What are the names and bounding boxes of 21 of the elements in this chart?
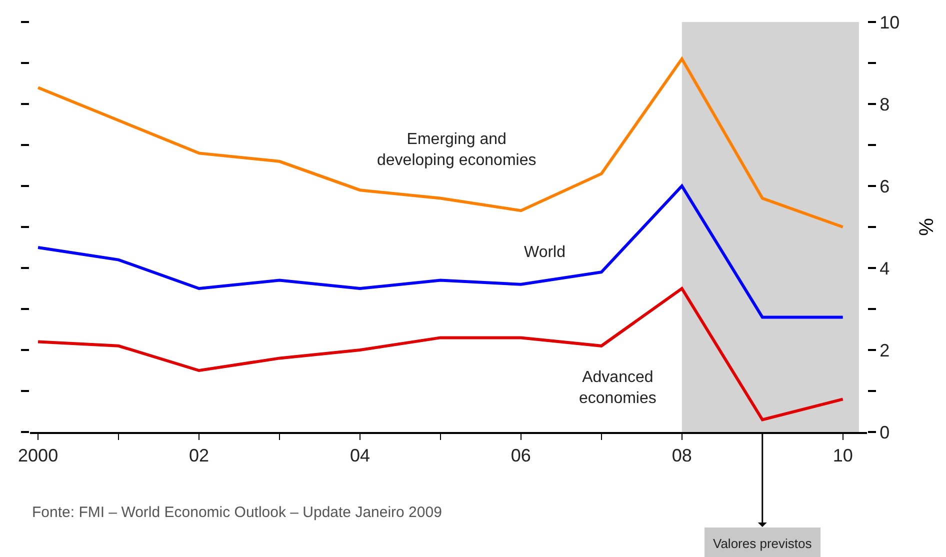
annotation: Valores previstos	[713, 536, 812, 551]
y-tick-label: 4	[880, 258, 890, 278]
y-tick-label: 8	[880, 94, 890, 114]
y-tick-label: 2	[880, 340, 890, 360]
x-tick-label: 10	[832, 446, 853, 466]
series-label: Emerging and developing economies	[377, 131, 536, 169]
series-label: Advanced economies	[579, 369, 656, 407]
x-tick-label: 02	[188, 446, 210, 466]
y-tick-label: 6	[880, 176, 890, 196]
x-tick-label: 08	[672, 446, 692, 466]
line-series	[36, 57, 844, 228]
series-label: World	[524, 244, 566, 261]
line-series	[36, 287, 844, 422]
source-note: Fonte: FMI – World Economic Outlook – Update Janeiro 2009	[32, 504, 442, 521]
y-axis-title: %	[916, 218, 938, 236]
x-tick-label: 06	[510, 446, 531, 466]
x-tick-label: 2000	[18, 446, 58, 466]
line-series	[36, 184, 844, 319]
y-tick-label: 0	[880, 422, 890, 442]
x-tick-label: 04	[350, 446, 370, 466]
y-tick-label: 10	[880, 12, 900, 32]
